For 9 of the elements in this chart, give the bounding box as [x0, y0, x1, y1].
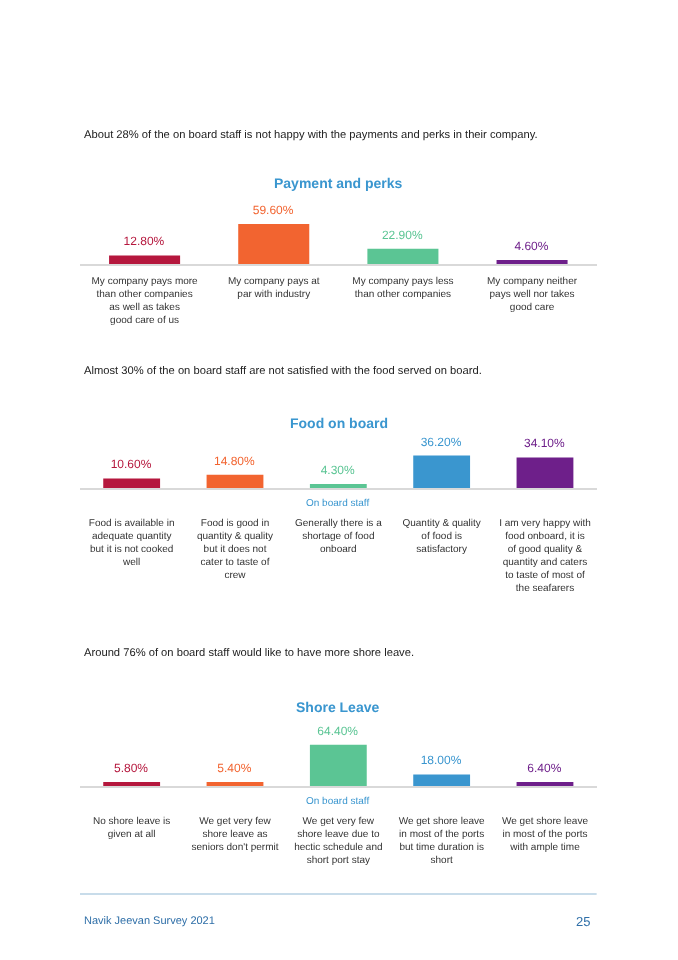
bar — [309, 744, 367, 786]
bar — [109, 255, 181, 264]
bar — [206, 474, 264, 488]
bar — [413, 455, 471, 488]
bar — [103, 478, 161, 488]
bar — [367, 248, 439, 264]
bar — [413, 774, 471, 786]
bar — [238, 224, 310, 264]
bar — [516, 457, 574, 488]
